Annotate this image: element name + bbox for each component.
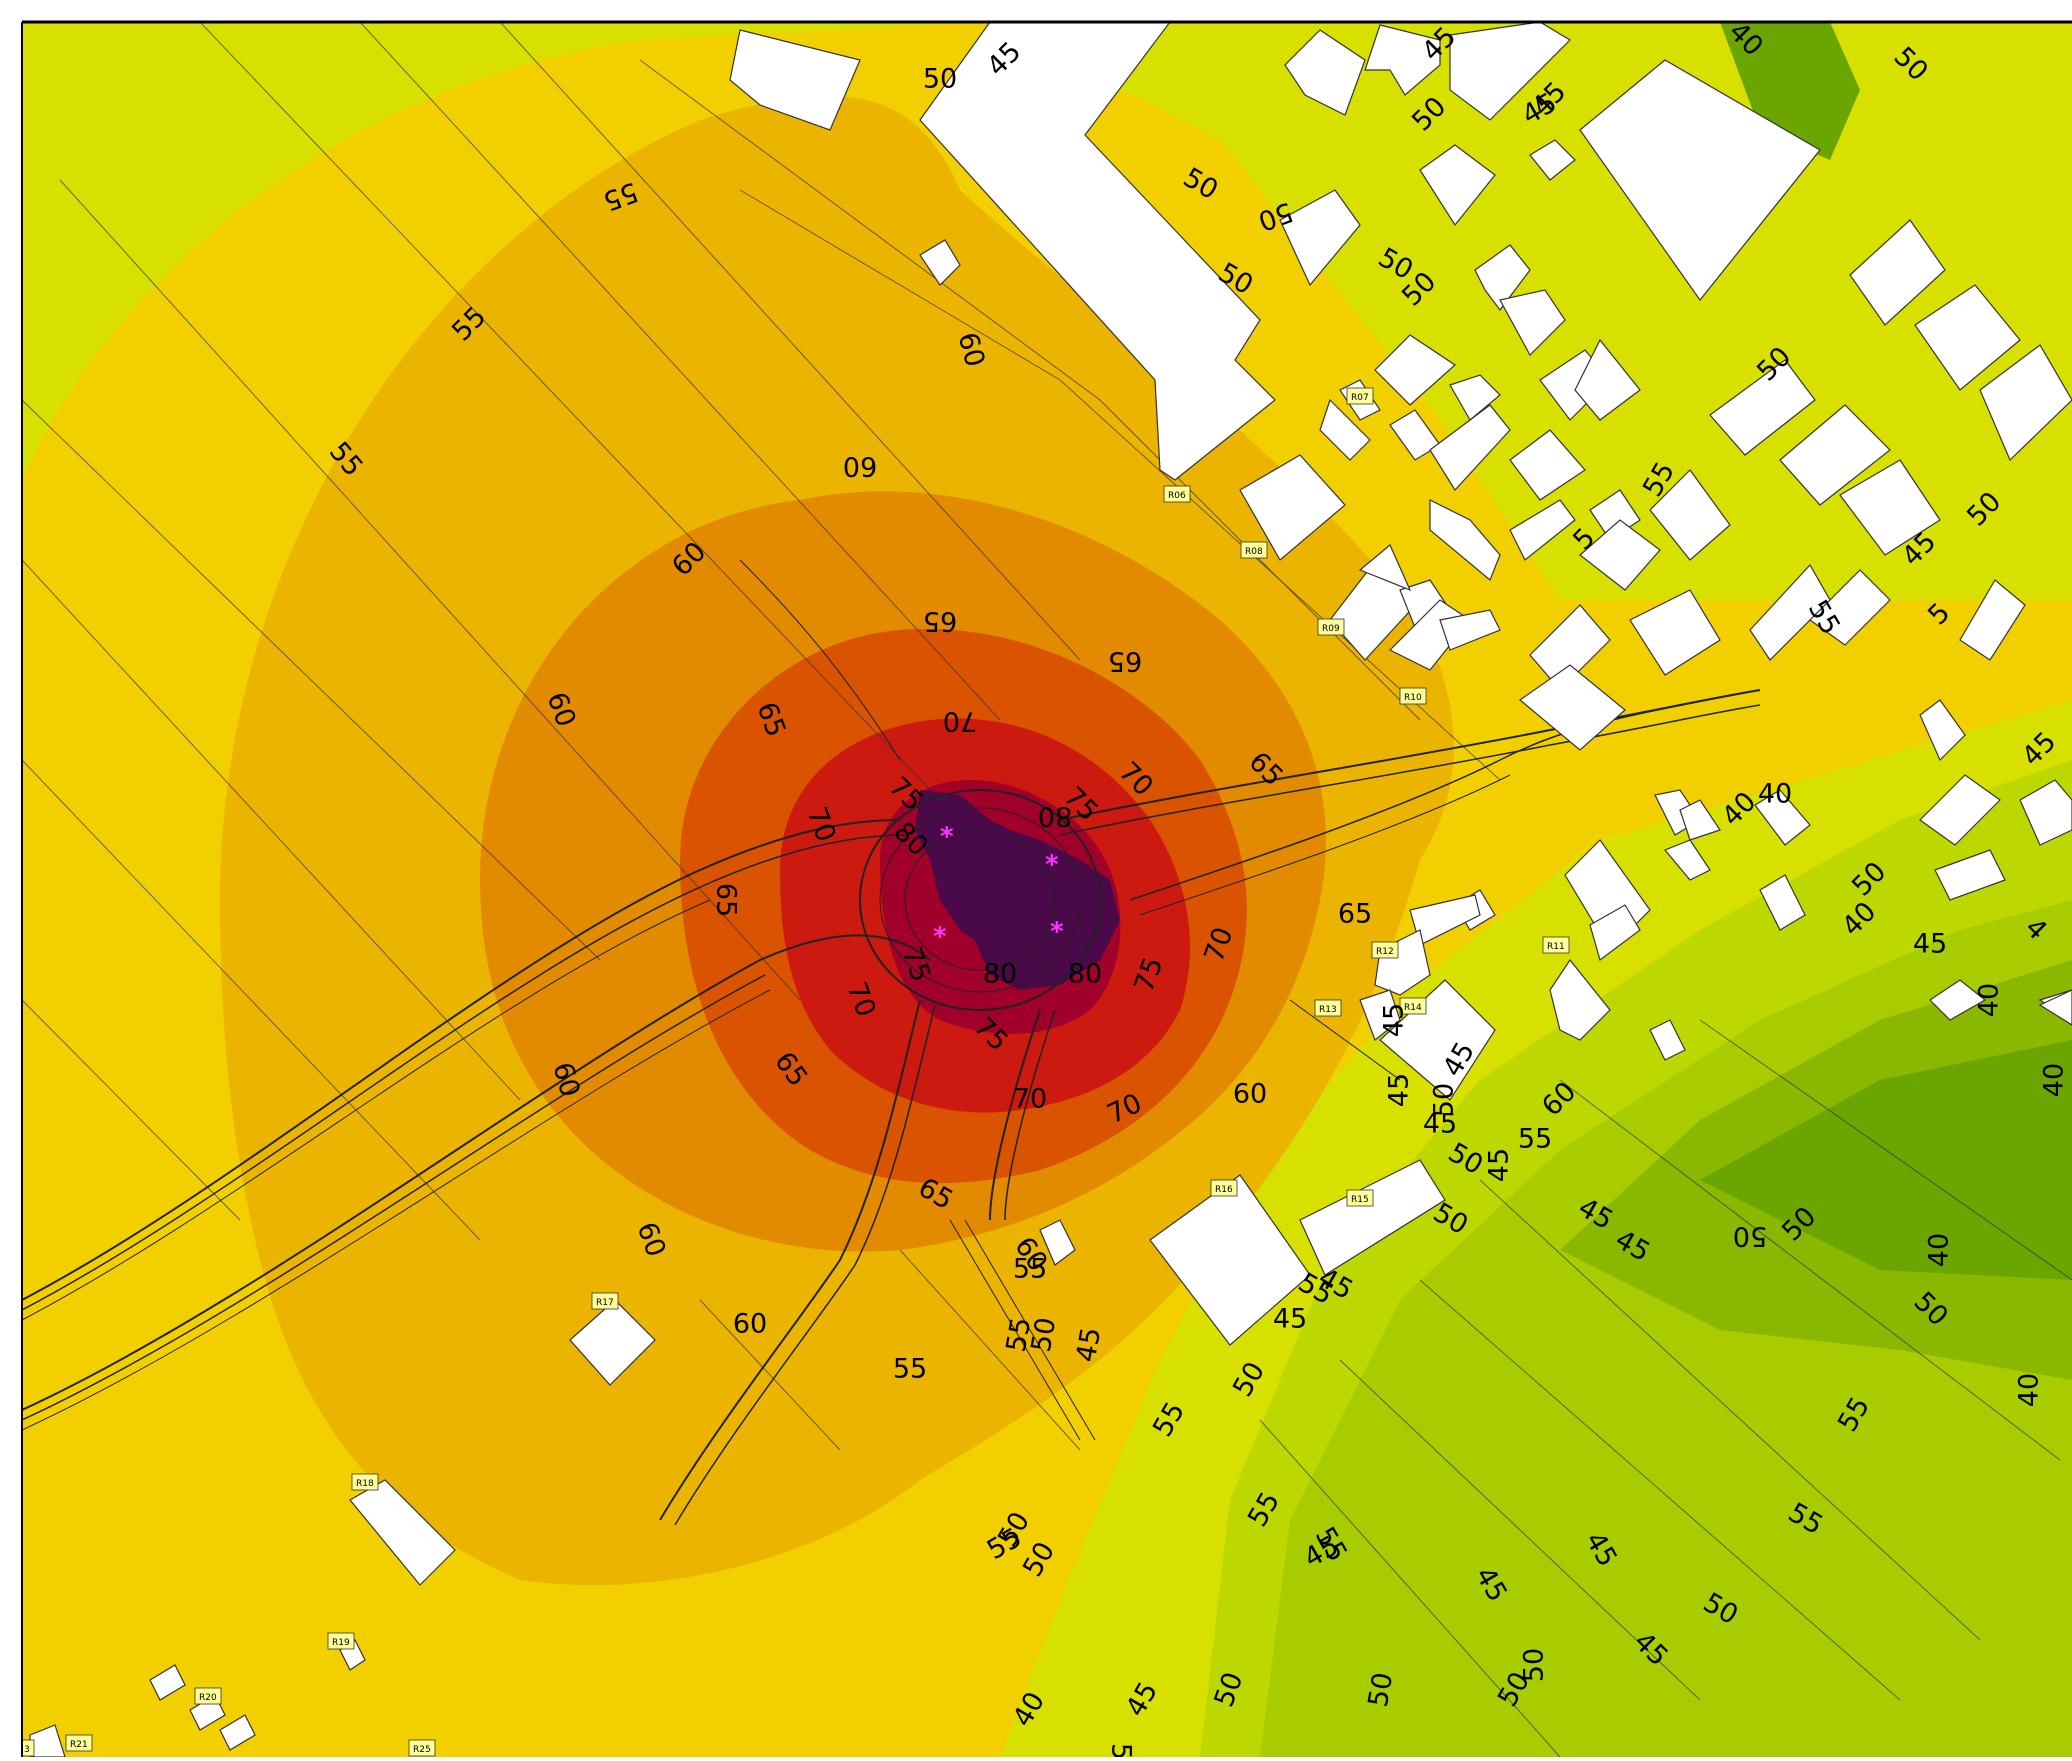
- svg-text:R11: R11: [1547, 942, 1565, 952]
- contour-value-label: 60: [843, 451, 877, 482]
- contour-value-label: 40: [2039, 1063, 2070, 1097]
- noise-source-marker: *: [940, 822, 954, 852]
- receiver-label: R09: [1318, 619, 1344, 635]
- contour-value-label: 55: [1013, 1254, 1047, 1285]
- contour-value-label: 70: [1013, 1084, 1047, 1115]
- receiver-label: R11: [1543, 937, 1569, 953]
- contour-value-label: 70: [943, 706, 977, 737]
- contour-value-label: 40: [1974, 983, 2005, 1017]
- contour-value-label: 60: [1233, 1079, 1267, 1110]
- svg-text:R21: R21: [70, 1740, 88, 1750]
- svg-text:R07: R07: [1351, 393, 1369, 403]
- svg-text:R15: R15: [1351, 1195, 1369, 1205]
- svg-text:R09: R09: [1322, 624, 1340, 634]
- contour-value-label: 40: [2014, 1373, 2045, 1407]
- receiver-label: R16: [1211, 1180, 1237, 1196]
- contour-value-label: 50: [1363, 1670, 1399, 1709]
- contour-value-label: 80: [983, 959, 1017, 990]
- contour-value-label: 80: [1068, 959, 1102, 990]
- svg-text:R18: R18: [356, 1479, 374, 1489]
- contour-value-label: 45: [1384, 1073, 1415, 1107]
- receiver-label: R08: [1241, 542, 1267, 558]
- contour-value-label: 50: [1026, 1315, 1062, 1354]
- contour-value-label: 65: [923, 606, 957, 637]
- receiver-label: R06: [1164, 486, 1190, 502]
- contour-value-label: 50: [1106, 1743, 1137, 1757]
- receiver-label: R20: [195, 1688, 221, 1704]
- svg-text:R06: R06: [1168, 491, 1186, 501]
- svg-text:R08: R08: [1245, 547, 1263, 557]
- contour-value-label: 45: [1913, 929, 1947, 960]
- receiver-label: R18: [352, 1474, 378, 1490]
- svg-text:3: 3: [24, 1745, 30, 1755]
- noise-source-marker: *: [1045, 850, 1059, 880]
- contour-value-label: 60: [733, 1309, 767, 1340]
- contour-value-label: 50: [1519, 1648, 1550, 1682]
- contour-value-label: 40: [1758, 779, 1792, 810]
- contour-value-label: 80: [1038, 801, 1072, 832]
- receiver-label: 3: [22, 1740, 34, 1756]
- contour-value-label: 45: [1071, 1325, 1107, 1364]
- contour-value-label: 45: [1379, 1003, 1410, 1037]
- svg-text:R13: R13: [1319, 1005, 1337, 1015]
- contour-value-label: 65: [1108, 646, 1142, 677]
- receiver-label: R12: [1372, 942, 1398, 958]
- receiver-label: R21: [66, 1735, 92, 1751]
- svg-text:R16: R16: [1215, 1185, 1233, 1195]
- contour-value-label: 45: [1484, 1148, 1515, 1182]
- svg-text:R19: R19: [332, 1638, 350, 1648]
- svg-text:R25: R25: [413, 1745, 431, 1755]
- contour-value-label: 45: [1273, 1304, 1307, 1335]
- receiver-label: R17: [592, 1293, 618, 1309]
- receiver-label: R07: [1347, 388, 1373, 404]
- svg-text:R10: R10: [1404, 693, 1422, 703]
- receiver-label: R19: [328, 1633, 354, 1649]
- contour-value-label: 50: [923, 64, 957, 95]
- contour-value-label: 65: [1338, 899, 1372, 930]
- receiver-label: R10: [1400, 688, 1426, 704]
- contour-value-label: 50: [1733, 1221, 1767, 1252]
- receiver-label: R13: [1315, 1000, 1341, 1016]
- noise-source-marker: *: [933, 922, 947, 952]
- contour-value-label: 50: [1429, 1083, 1460, 1117]
- receiver-label: R25: [409, 1740, 435, 1756]
- contour-value-label: 40: [1924, 1233, 1955, 1267]
- receiver-label: R15: [1347, 1190, 1373, 1206]
- contour-value-label: 65: [711, 883, 742, 917]
- svg-text:R17: R17: [596, 1298, 614, 1308]
- contour-value-label: 55: [893, 1354, 927, 1385]
- noise-source-marker: *: [1050, 917, 1064, 947]
- svg-text:R12: R12: [1376, 947, 1394, 957]
- contour-value-label: 55: [1518, 1124, 1552, 1155]
- svg-text:R20: R20: [199, 1693, 217, 1703]
